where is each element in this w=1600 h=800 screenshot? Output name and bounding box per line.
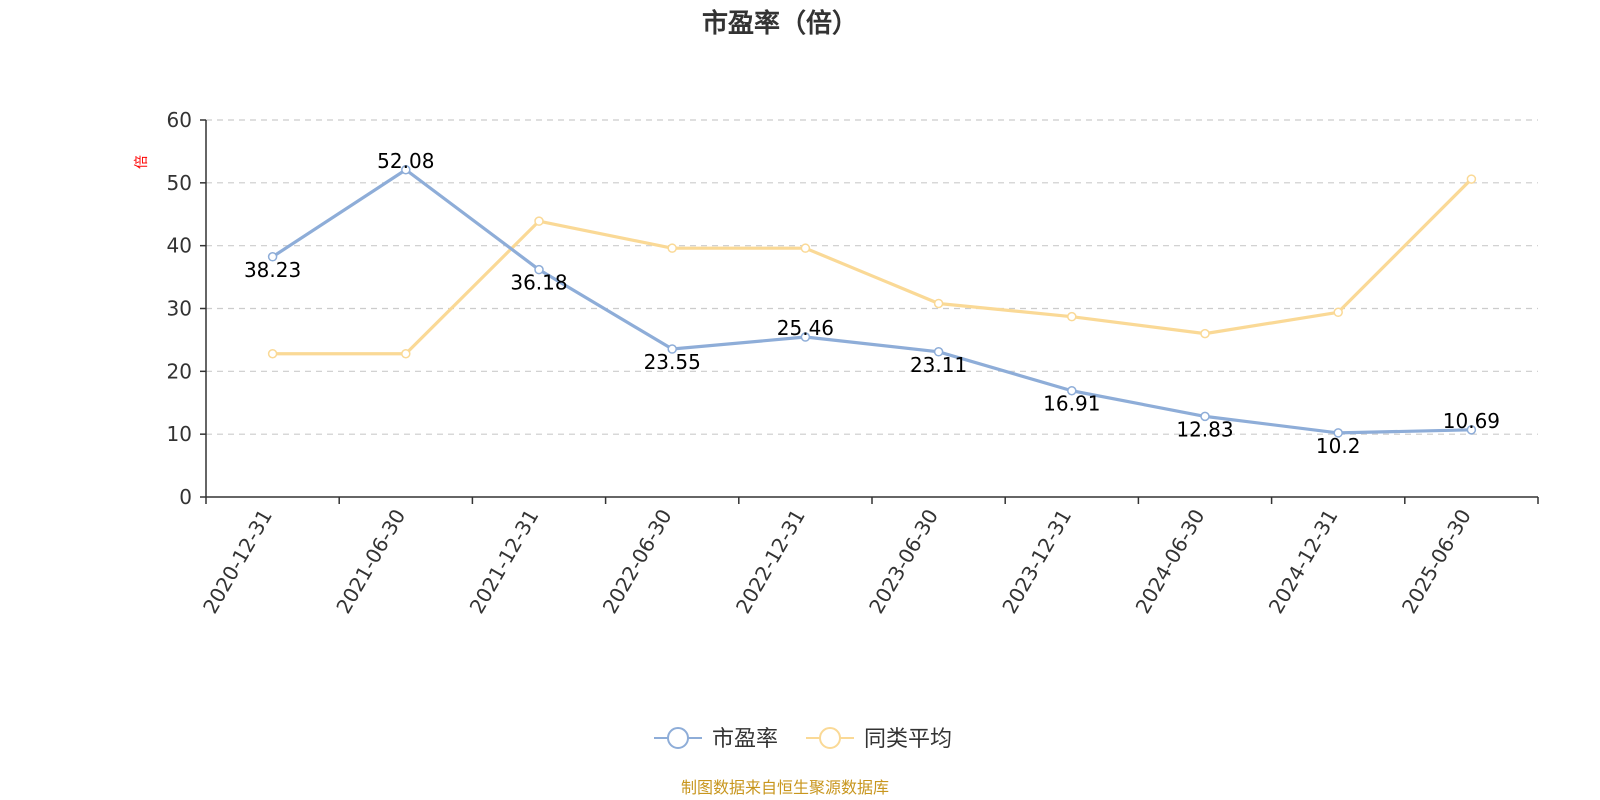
y-tick-label: 0 — [179, 485, 192, 509]
series-1-point — [401, 165, 411, 175]
series-1-point — [534, 264, 544, 275]
series-2-point — [267, 348, 278, 359]
x-tick-label: 2023-12-31 — [997, 505, 1076, 618]
x-tick-label: 2025-06-30 — [1397, 505, 1476, 618]
series-2-point — [534, 216, 544, 226]
axes: 0 10 20 30 40 50 60 2020-12-31 2021-06-30 2021-12… — [167, 108, 1539, 618]
series-lines — [267, 165, 1477, 438]
series-2-point — [1200, 328, 1210, 339]
series-2-point — [1333, 307, 1343, 318]
series-2-point — [667, 243, 677, 253]
chart-title: 市盈率（倍） — [702, 8, 858, 39]
grid-lines — [206, 119, 1538, 435]
x-tick-label: 2020-12-31 — [198, 505, 277, 618]
data-source-note: 制图数据来自恒生聚源数据库 — [681, 778, 889, 797]
x-tick-label: 2024-12-31 — [1264, 505, 1343, 618]
series-1-point — [1333, 428, 1343, 438]
legend-item-2[interactable]: 同类平均 — [806, 727, 952, 752]
legend-label: 市盈率 — [712, 727, 778, 752]
x-tick-label: 2022-06-30 — [598, 505, 677, 618]
series-1-point — [800, 332, 811, 342]
series-2-point — [1067, 311, 1077, 322]
series-1-point — [667, 344, 677, 354]
x-tick-label: 2021-12-31 — [464, 505, 543, 618]
data-label: 25.46 — [777, 316, 834, 340]
series-1-point — [1067, 385, 1077, 396]
series-1-point — [1200, 411, 1210, 422]
data-label: 23.11 — [910, 353, 967, 377]
series-1-point — [933, 347, 944, 357]
data-label: 23.55 — [644, 350, 701, 374]
y-tick-label: 30 — [167, 297, 192, 321]
data-label: 36.18 — [510, 271, 567, 295]
legend-label: 同类平均 — [864, 727, 952, 752]
legend[interactable]: 市盈率 同类平均 — [654, 727, 952, 752]
y-tick-label: 20 — [167, 359, 192, 383]
legend-marker-icon — [819, 727, 841, 749]
legend-item-1[interactable]: 市盈率 — [654, 727, 778, 752]
y-tick-label: 40 — [167, 234, 192, 258]
series-1-line — [271, 168, 1472, 435]
x-tick-label: 2024-06-30 — [1130, 505, 1209, 618]
legend-marker-icon — [667, 727, 689, 749]
series-2-point — [800, 243, 811, 253]
data-label: 52.08 — [377, 149, 434, 173]
data-label: 38.23 — [244, 258, 301, 282]
y-tick-label: 10 — [167, 422, 192, 446]
y-axis-unit-label: 倍 — [134, 155, 150, 169]
series-2-line — [272, 177, 1473, 356]
series-2-point — [933, 298, 944, 309]
data-labels: 38.23 52.08 36.18 23.55 25.46 23.11 16.91 12.83… — [244, 149, 1500, 458]
data-label: 10.69 — [1443, 409, 1500, 433]
series-2-point — [1466, 174, 1477, 184]
x-tick-label: 2021-06-30 — [331, 505, 410, 618]
data-label: 10.2 — [1316, 434, 1361, 458]
y-tick-label: 50 — [167, 171, 192, 195]
series-2-point — [401, 348, 411, 359]
data-label: 16.91 — [1043, 392, 1100, 416]
data-label: 12.83 — [1176, 417, 1233, 441]
y-tick-label: 60 — [167, 108, 192, 132]
series-1-point — [267, 252, 278, 262]
x-tick-label: 2022-12-31 — [731, 505, 810, 618]
series-1-point — [1466, 425, 1477, 435]
x-tick-label: 2023-06-30 — [864, 505, 943, 618]
